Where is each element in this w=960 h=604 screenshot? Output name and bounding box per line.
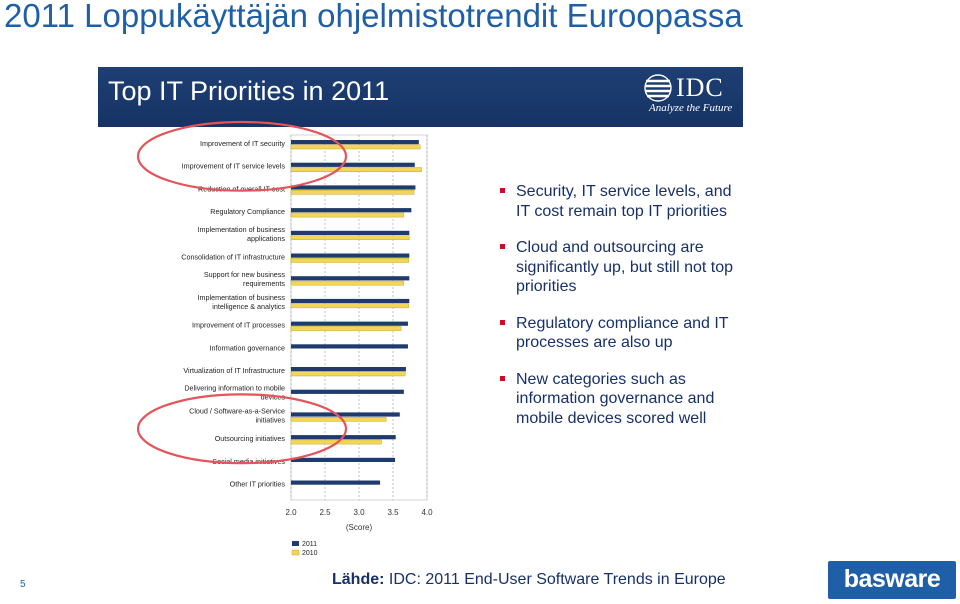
source-note: Lähde: IDC: 2011 End-User Software Trend… — [332, 571, 726, 589]
category-label: Improvement of IT security — [200, 139, 285, 148]
bar-2011 — [291, 230, 410, 235]
page-number: 5 — [20, 579, 26, 590]
bullet-item: New categories such as information gover… — [498, 370, 748, 429]
bar-2010 — [290, 326, 402, 331]
bar-2010 — [290, 258, 409, 263]
bar-2010 — [290, 417, 387, 422]
idc-logo-text: IDC — [676, 73, 724, 102]
banner-title: Top IT Priorities in 2011 — [108, 76, 390, 106]
bar-2010 — [290, 144, 421, 150]
bullet-item: Security, IT service levels, and IT cost… — [498, 182, 748, 221]
x-tick-label: 2.5 — [319, 508, 331, 517]
bar-2010 — [290, 235, 410, 241]
category-label: applications — [247, 234, 285, 243]
category-label: Consolidation of IT infrastructure — [181, 253, 285, 262]
bar-2010 — [290, 167, 422, 172]
legend-label: 2011 — [302, 541, 317, 548]
bar-2011 — [291, 276, 410, 281]
category-label: Regulatory Compliance — [210, 207, 285, 216]
category-label: initiatives — [255, 415, 285, 424]
category-label: Delivering information to mobile — [184, 384, 285, 393]
bullet-text: New categories such as information gover… — [516, 370, 715, 427]
bullet-marker-icon — [500, 188, 505, 193]
x-tick-label: 3.0 — [353, 508, 365, 517]
bar-2011 — [291, 298, 410, 304]
source-text: IDC: 2011 End-User Software Trends in Eu… — [384, 571, 726, 588]
bar-2011 — [291, 253, 410, 258]
bar-2011 — [291, 321, 408, 326]
category-label: Implementation of business — [198, 225, 286, 234]
legend-swatch — [292, 541, 299, 546]
chart-banner: Top IT Priorities in 2011 IDC Analyze th… — [98, 67, 743, 127]
bullet-text: Regulatory compliance and IT processes a… — [516, 314, 729, 352]
highlight-ellipse — [136, 393, 348, 465]
slide-title: 2011 Loppukäyttäjän ohjelmistotrendit Eu… — [4, 0, 743, 34]
legend-swatch — [291, 549, 300, 556]
key-findings-list: Security, IT service levels, and IT cost… — [498, 182, 748, 445]
bar-2011 — [291, 412, 400, 417]
category-label: Cloud / Software-as-a-Service — [189, 406, 285, 415]
source-label: Lähde: — [332, 571, 385, 588]
category-label: Improvement of IT service levels — [182, 162, 286, 171]
bullet-marker-icon — [500, 375, 505, 381]
bullet-marker-icon — [500, 244, 505, 249]
bullet-marker-icon — [500, 319, 505, 325]
x-tick-label: 3.5 — [387, 508, 399, 517]
bar-2010 — [290, 280, 405, 286]
bar-2011 — [291, 185, 416, 190]
bar-2011 — [291, 162, 415, 167]
x-axis-label: (Score) — [346, 523, 373, 532]
category-label: Other IT priorities — [230, 480, 286, 489]
it-priorities-chart: 2.0 2.5 3.0 3.5 4.0 (Score) Improvement of IT … — [136, 120, 433, 557]
x-tick-label: 2.0 — [285, 508, 297, 517]
legend-label: 2010 — [302, 550, 318, 557]
category-label: intelligence & analytics — [212, 302, 285, 311]
category-label: Implementation of business — [198, 293, 286, 302]
x-tick-label: 4.0 — [421, 508, 433, 517]
bar-2011 — [291, 208, 412, 213]
bar-2010 — [290, 371, 406, 377]
category-label: Improvement of IT processes — [192, 321, 285, 330]
plot-area — [290, 134, 428, 501]
category-label: Reduction of overall IT cost — [198, 184, 285, 193]
idc-logo: IDC Analyze the Future — [643, 73, 733, 121]
bar-2011 — [291, 140, 419, 145]
bar-2011 — [291, 480, 381, 485]
bar-2010 — [290, 189, 415, 195]
category-label: requirements — [243, 279, 285, 288]
basware-logo: basware — [828, 561, 956, 599]
category-label: Information governance — [209, 343, 285, 352]
category-label: Social media initiatives — [212, 457, 285, 466]
bullet-text: Security, IT service levels, and IT cost… — [516, 183, 732, 220]
bullet-text: Cloud and outsourcing are significantly … — [516, 239, 734, 295]
category-label: devices — [261, 393, 286, 402]
category-label: Virtualization of IT Infrastructure — [183, 366, 285, 375]
category-label: Support for new business — [204, 270, 286, 279]
bar-2011 — [291, 367, 406, 372]
highlight-ellipse — [136, 120, 348, 192]
bullet-item: Regulatory compliance and IT processes a… — [498, 314, 748, 353]
bar-2011 — [291, 457, 396, 462]
bullet-item: Cloud and outsourcing are significantly … — [498, 238, 748, 297]
bar-2010 — [290, 212, 405, 218]
idc-globe-icon — [644, 74, 672, 102]
basware-logo-text: basware — [843, 565, 941, 593]
bar-2010 — [290, 303, 409, 309]
bar-2011 — [291, 344, 408, 349]
bar-2011 — [291, 389, 404, 394]
category-label: Outsourcing initiatives — [215, 434, 286, 443]
idc-tagline: Analyze the Future — [649, 102, 733, 114]
